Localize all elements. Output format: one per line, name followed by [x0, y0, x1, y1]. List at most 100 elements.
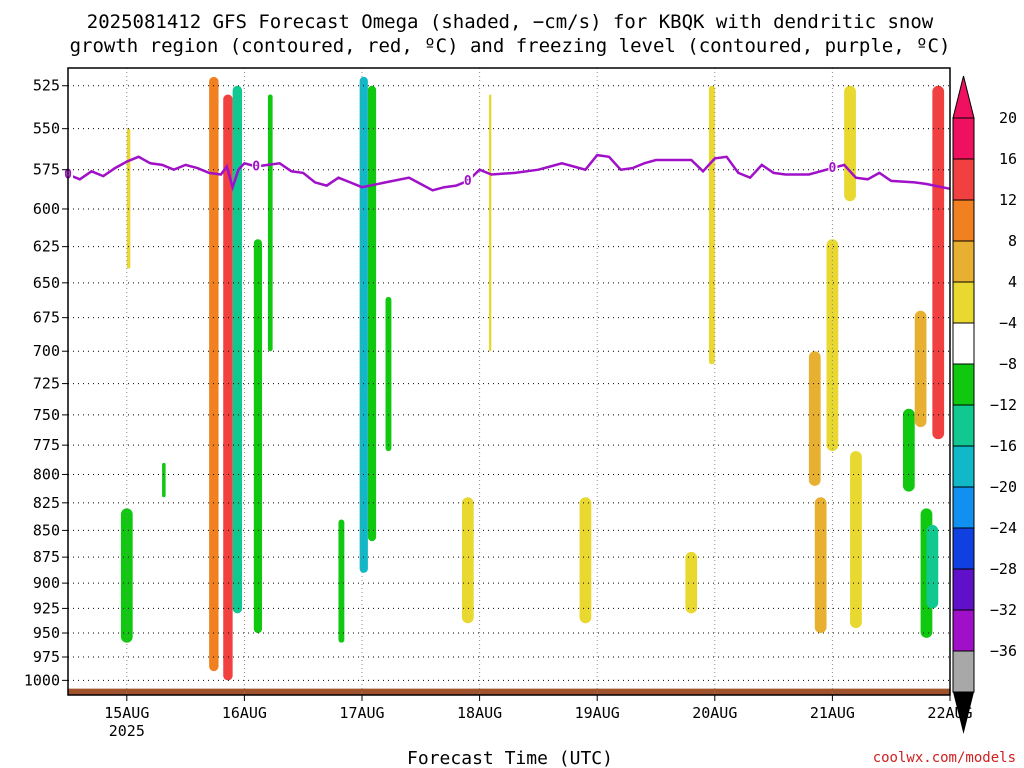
colorbar-swatch-4	[952, 281, 975, 324]
colorbar-bottom-arrow	[953, 692, 974, 734]
freezing-level-label-2: 0	[464, 174, 472, 189]
y-tick-label-625: 625	[33, 238, 60, 256]
x-tick-label-16: 16AUG	[222, 704, 267, 722]
y-tick-label-1000: 1000	[24, 671, 60, 689]
surface-terrain	[68, 688, 950, 695]
colorbar-label-1: 16	[999, 150, 1017, 168]
colorbar-label-5: −4	[999, 314, 1017, 332]
colorbar-label-8: −16	[990, 437, 1017, 455]
x-tick-sublabel-15: 2025	[109, 722, 145, 740]
colorbar-label-13: −36	[990, 642, 1017, 660]
omega-region-17	[808, 351, 821, 486]
y-tick-label-725: 725	[33, 375, 60, 393]
omega-region-2	[162, 462, 166, 498]
y-tick-label-975: 975	[33, 648, 60, 666]
omega-region-25	[926, 524, 939, 609]
y-tick-label-650: 650	[33, 274, 60, 292]
colorbar-label-7: −12	[990, 396, 1017, 414]
colorbar-swatch-10	[952, 527, 975, 570]
colorbar-swatch-8	[952, 445, 975, 488]
grid-lines	[68, 68, 951, 695]
x-tick-label-17: 17AUG	[339, 704, 384, 722]
chart-title-line-2: growth region (contoured, red, ºC) and f…	[70, 35, 951, 57]
colorbar: 20 16 12 8 4 −4 −8 −12 −16 −20 −24 −28 −32 −36	[952, 75, 1017, 734]
omega-region-0	[126, 128, 131, 269]
omega-region-19	[826, 239, 839, 452]
chart-title-line-1: 2025081412 GFS Forecast Omega (shaded, −…	[87, 11, 934, 33]
colorbar-label-3: 8	[1008, 232, 1017, 250]
colorbar-swatch-12	[952, 609, 975, 652]
omega-region-10	[385, 296, 392, 452]
colorbar-label-10: −24	[990, 519, 1017, 537]
omega-region-18	[814, 497, 827, 634]
freezing-label-bg-1	[252, 159, 262, 172]
freezing-label-bg-3	[828, 161, 838, 174]
colorbar-top-arrow	[952, 75, 975, 119]
colorbar-swatch-7	[952, 404, 975, 447]
omega-region-12	[461, 497, 474, 624]
omega-region-8	[359, 76, 368, 573]
x-tick-label-21: 21AUG	[810, 704, 855, 722]
freezing-level-label-1: 0	[252, 159, 260, 174]
colorbar-swatch-6	[952, 363, 975, 406]
colorbar-label-6: −8	[999, 355, 1017, 373]
colorbar-label-11: −28	[990, 560, 1017, 578]
colorbar-label-2: 12	[999, 191, 1017, 209]
colorbar-swatch-13	[952, 650, 975, 693]
surface-band	[68, 688, 950, 695]
omega-region-26	[932, 85, 945, 440]
y-tick-label-525: 525	[33, 77, 60, 95]
freezing-level-line	[67, 153, 951, 192]
colorbar-swatch-5	[952, 322, 975, 365]
omega-region-23	[914, 310, 927, 428]
omega-region-16	[708, 85, 715, 365]
omega-shading	[120, 76, 945, 681]
omega-region-20	[844, 85, 856, 202]
y-tick-label-925: 925	[33, 599, 60, 617]
y-tick-label-825: 825	[33, 494, 60, 512]
x-axis-label: Forecast Time (UTC)	[407, 748, 613, 768]
y-tick-label-850: 850	[33, 521, 60, 539]
omega-region-15	[685, 551, 698, 614]
omega-region-14	[579, 497, 592, 624]
omega-region-9	[367, 85, 377, 542]
y-tick-label-575: 575	[33, 161, 60, 179]
colorbar-label-9: −20	[990, 478, 1017, 496]
colorbar-swatch-1	[952, 158, 975, 201]
y-tick-label-600: 600	[33, 200, 60, 218]
colorbar-swatch-3	[952, 240, 975, 283]
colorbar-swatch-0	[952, 117, 975, 160]
colorbar-label-4: 4	[1008, 273, 1017, 291]
freezing-label-bg-2	[463, 173, 473, 186]
y-tick-label-900: 900	[33, 574, 60, 592]
omega-region-3	[209, 76, 219, 672]
x-tick-label-18: 18AUG	[457, 704, 502, 722]
omega-region-21	[850, 451, 862, 629]
y-axis-ticks: 525 550 575 600 625 650 675 700 725 750 775 800 825 8…	[24, 77, 68, 689]
y-tick-label-775: 775	[33, 436, 60, 454]
omega-region-13	[489, 94, 492, 352]
colorbar-label-12: −32	[990, 601, 1017, 619]
x-tick-label-20: 20AUG	[692, 704, 737, 722]
y-tick-label-800: 800	[33, 465, 60, 483]
omega-region-6	[253, 239, 263, 634]
y-tick-label-950: 950	[33, 624, 60, 642]
y-tick-label-875: 875	[33, 548, 60, 566]
credit-text: coolwx.com/models	[873, 750, 1016, 766]
y-tick-label-700: 700	[33, 342, 60, 360]
omega-region-22	[902, 408, 915, 492]
omega-region-5	[232, 85, 243, 614]
y-tick-label-675: 675	[33, 309, 60, 327]
omega-region-1	[120, 508, 133, 643]
omega-region-7	[267, 94, 273, 352]
y-tick-label-550: 550	[33, 120, 60, 138]
x-tick-label-15: 15AUG	[104, 704, 149, 722]
omega-region-11	[338, 519, 345, 643]
y-tick-label-750: 750	[33, 406, 60, 424]
colorbar-swatch-9	[952, 486, 975, 529]
freezing-level-label-3: 0	[828, 161, 836, 176]
colorbar-swatch-2	[952, 199, 975, 242]
